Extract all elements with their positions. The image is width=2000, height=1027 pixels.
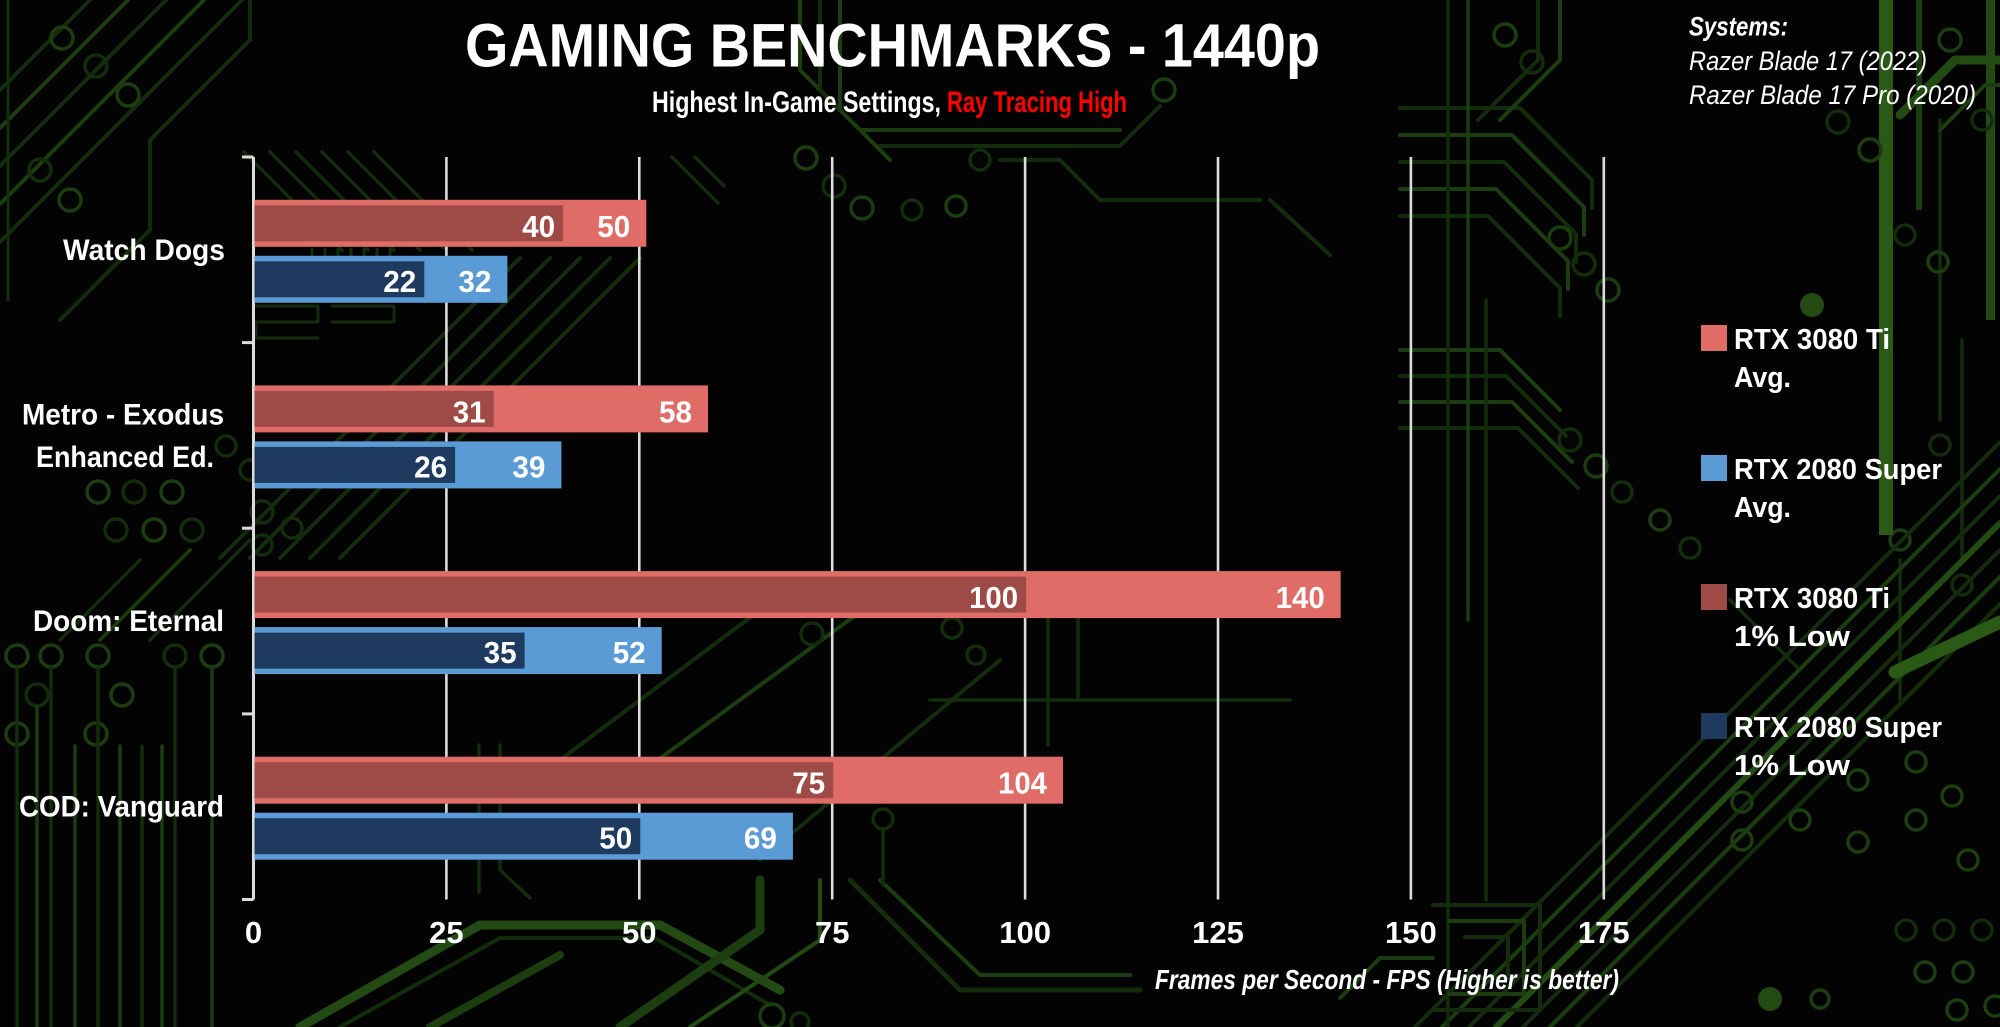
svg-text:22: 22 [383,264,416,299]
svg-text:1% Low: 1% Low [1734,621,1850,653]
svg-text:Frames per Second - FPS (Highe: Frames per Second - FPS (Higher is bette… [1155,964,1619,995]
svg-text:Highest In-Game Settings,: Highest In-Game Settings, [652,86,941,119]
svg-text:Systems:: Systems: [1689,12,1788,42]
svg-text:26: 26 [414,449,447,484]
svg-text:Avg.: Avg. [1734,492,1791,524]
svg-text:40: 40 [522,209,555,244]
svg-text:COD: Vanguard: COD: Vanguard [19,791,224,824]
svg-text:GAMING BENCHMARKS - 1440p: GAMING BENCHMARKS - 1440p [465,12,1320,80]
svg-text:Watch Dogs: Watch Dogs [63,234,225,267]
svg-text:Avg.: Avg. [1734,362,1791,394]
svg-text:175: 175 [1578,915,1630,950]
svg-text:Ray Tracing High: Ray Tracing High [947,86,1127,119]
svg-text:50: 50 [597,209,630,244]
svg-text:125: 125 [1192,915,1244,950]
svg-text:35: 35 [484,635,517,670]
svg-text:100: 100 [969,580,1018,615]
svg-text:75: 75 [792,766,825,801]
svg-text:31: 31 [453,394,486,429]
svg-text:Razer Blade 17 Pro (2020): Razer Blade 17 Pro (2020) [1689,80,1976,110]
svg-text:50: 50 [599,821,632,856]
svg-text:104: 104 [998,766,1048,801]
svg-text:RTX 3080 Ti: RTX 3080 Ti [1734,324,1890,356]
svg-text:140: 140 [1276,580,1325,615]
svg-text:32: 32 [458,264,491,299]
svg-text:58: 58 [659,394,692,429]
svg-text:Metro - Exodus: Metro - Exodus [22,398,224,431]
svg-text:Enhanced Ed.: Enhanced Ed. [36,441,214,474]
svg-text:0: 0 [245,915,262,950]
svg-text:1% Low: 1% Low [1734,750,1850,782]
svg-text:25: 25 [429,915,463,950]
svg-text:Razer Blade 17 (2022): Razer Blade 17 (2022) [1689,46,1927,76]
svg-text:52: 52 [613,635,646,670]
svg-text:Doom: Eternal: Doom: Eternal [33,605,224,638]
svg-text:RTX 2080 Super: RTX 2080 Super [1734,454,1942,486]
svg-text:100: 100 [999,915,1051,950]
svg-text:RTX 3080 Ti: RTX 3080 Ti [1734,583,1890,615]
svg-text:39: 39 [512,449,545,484]
svg-text:50: 50 [622,915,656,950]
svg-text:150: 150 [1385,915,1437,950]
svg-text:75: 75 [815,915,849,950]
svg-text:69: 69 [744,821,777,856]
svg-text:RTX 2080 Super: RTX 2080 Super [1734,712,1942,744]
